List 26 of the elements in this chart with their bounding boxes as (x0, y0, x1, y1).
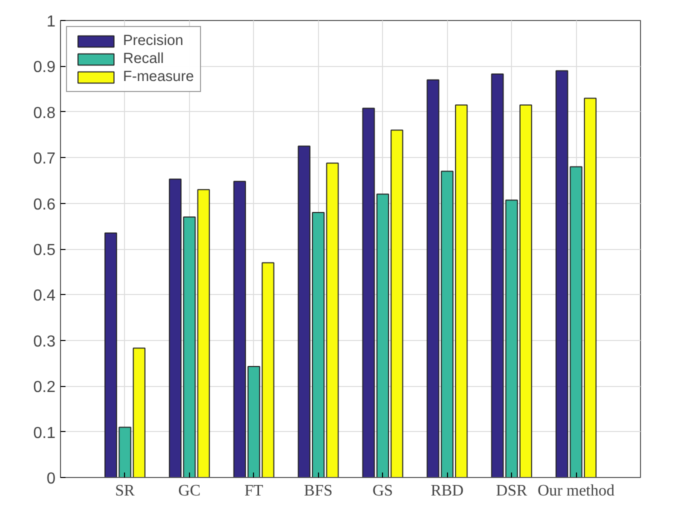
legend-label: Precision (123, 33, 184, 49)
y-tick-label: 0.2 (33, 379, 56, 396)
y-tick-label: 1 (46, 14, 56, 30)
y-tick-label: 0 (46, 470, 56, 488)
y-tick-label: 0.7 (33, 150, 56, 168)
legend-label: F-measure (123, 69, 194, 85)
bar (556, 70, 568, 478)
bar (491, 73, 504, 478)
y-tick-label: 0.8 (33, 104, 56, 122)
x-tick-label: BFS (304, 482, 333, 500)
x-tick-label: RBD (430, 482, 464, 500)
y-tick-label: 0.9 (33, 59, 56, 76)
bar (197, 189, 210, 478)
y-tick-label: 0.6 (33, 196, 56, 214)
y-tick-label: 0.1 (33, 424, 56, 442)
legend-label: Recall (123, 51, 164, 67)
x-tick-label: SR (115, 482, 136, 500)
x-tick-label: Our method (538, 482, 614, 500)
x-tick-label: GS (372, 482, 393, 500)
x-tick-label: FT (244, 482, 264, 500)
x-tick-label: GC (178, 482, 201, 500)
x-tick-label: DSR (496, 482, 528, 500)
bar (132, 348, 146, 478)
y-tick-label: 0.5 (33, 242, 56, 259)
y-tick-label: 0.3 (33, 333, 56, 350)
y-tick-label: 0.4 (33, 288, 56, 305)
